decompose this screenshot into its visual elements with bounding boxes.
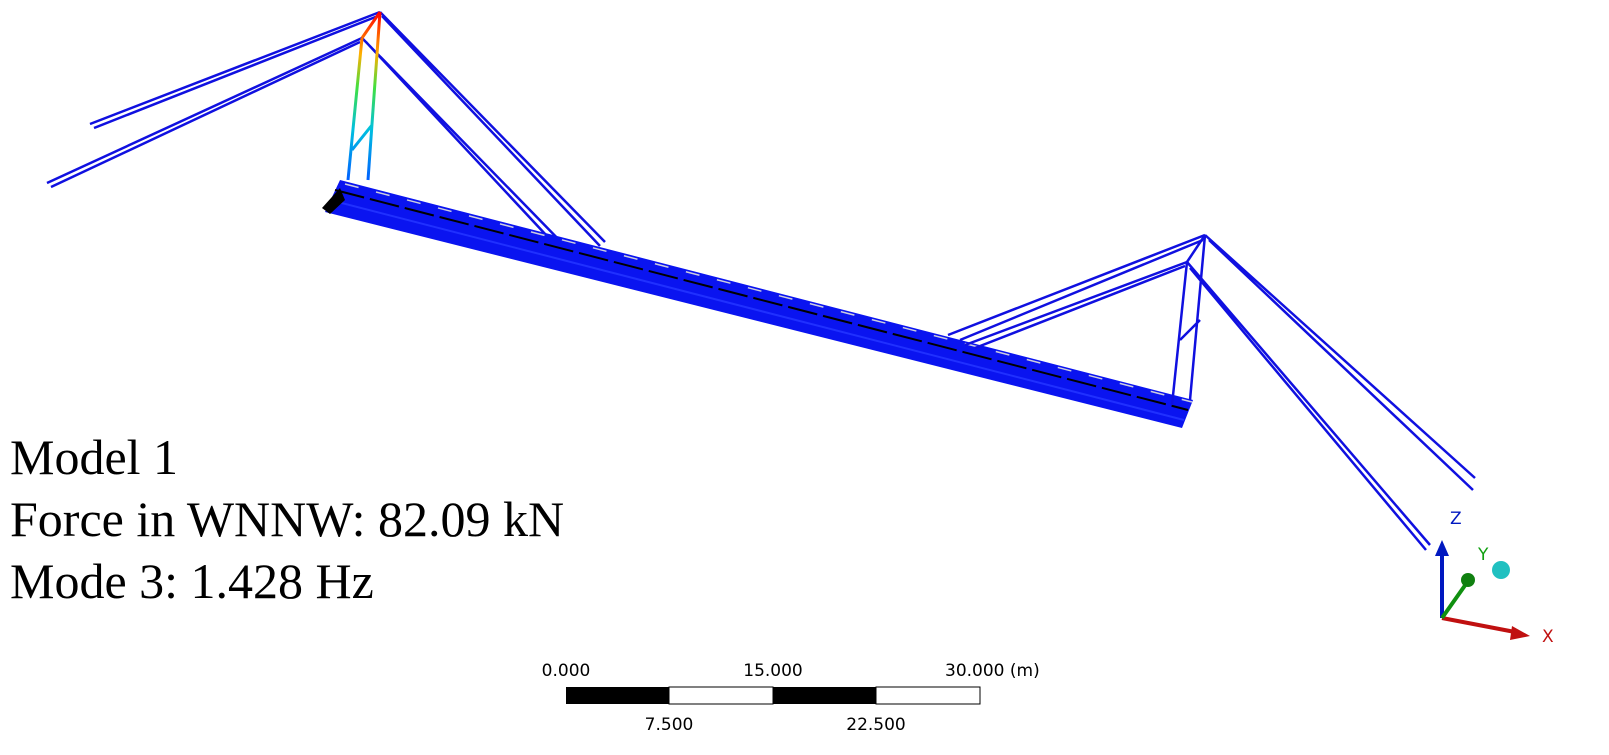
- scale-bar: 0.000 15.000 30.000 (m) 7.500 22.500: [542, 661, 1040, 735]
- bridge-model: [46, 10, 1476, 551]
- axis-label: Z: [1450, 509, 1462, 529]
- scale-label: 22.500: [846, 715, 905, 735]
- model-label: Model 1: [10, 429, 178, 485]
- scale-label: 0.000: [542, 661, 591, 681]
- axis-label: X: [1542, 627, 1554, 647]
- scale-label: 30.000 (m): [945, 661, 1040, 681]
- axis-triad: Z Y X: [1435, 509, 1554, 647]
- force-label: Force in WNNW: 82.09 kN: [10, 491, 564, 547]
- scale-label: 7.500: [645, 715, 694, 735]
- scale-label: 15.000: [743, 661, 802, 681]
- mode-label: Mode 3: 1.428 Hz: [10, 553, 374, 609]
- annotation: Model 1 Force in WNNW: 82.09 kN Mode 3: …: [10, 429, 564, 609]
- axis-label: Y: [1477, 545, 1489, 565]
